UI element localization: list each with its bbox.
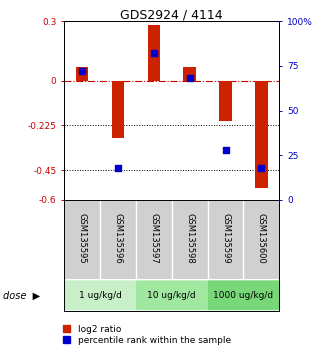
FancyBboxPatch shape [64, 280, 136, 310]
Point [80, 68, 85, 74]
Text: GSM135596: GSM135596 [113, 213, 123, 263]
FancyBboxPatch shape [136, 280, 208, 310]
Text: GSM135599: GSM135599 [221, 213, 230, 263]
Bar [148, 25, 160, 81]
Point [223, 147, 228, 153]
Bar [219, 81, 232, 120]
Text: GSM135595: GSM135595 [78, 213, 87, 263]
Text: 10 ug/kg/d: 10 ug/kg/d [147, 291, 196, 300]
Point [187, 76, 192, 81]
Bar [255, 81, 268, 188]
Text: GSM135600: GSM135600 [257, 213, 266, 263]
Text: dose  ▶: dose ▶ [3, 290, 40, 300]
Title: GDS2924 / 4114: GDS2924 / 4114 [120, 8, 223, 21]
Point [151, 51, 156, 56]
Text: 1 ug/kg/d: 1 ug/kg/d [79, 291, 121, 300]
Bar [183, 67, 196, 81]
Text: GSM135598: GSM135598 [185, 213, 194, 263]
Text: 1000 ug/kg/d: 1000 ug/kg/d [213, 291, 273, 300]
Legend: log2 ratio, percentile rank within the sample: log2 ratio, percentile rank within the s… [62, 324, 232, 346]
FancyBboxPatch shape [208, 280, 279, 310]
Bar [76, 67, 88, 81]
Bar [112, 81, 124, 138]
Text: GSM135597: GSM135597 [149, 213, 158, 263]
Point [116, 165, 121, 171]
Point [259, 165, 264, 171]
